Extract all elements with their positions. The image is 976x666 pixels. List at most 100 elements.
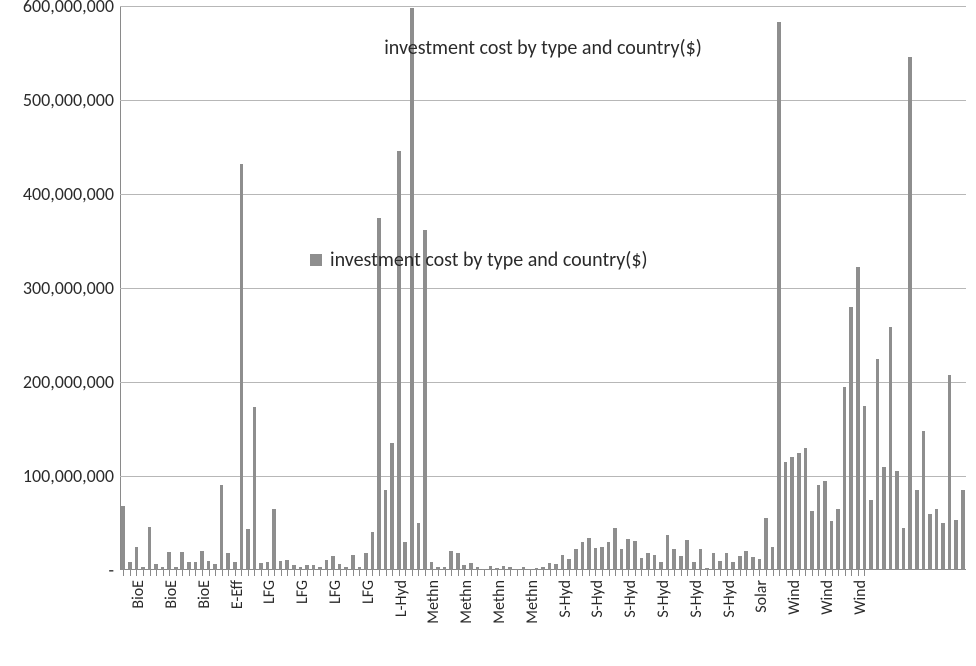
bar xyxy=(817,485,821,570)
x-tick-mark xyxy=(563,570,564,576)
bar xyxy=(830,521,834,570)
bar xyxy=(135,547,139,571)
bar xyxy=(620,549,624,570)
bar xyxy=(823,481,827,570)
bar xyxy=(279,561,283,570)
bar xyxy=(220,485,224,570)
bar xyxy=(187,562,191,570)
bar xyxy=(685,540,689,570)
x-tick-mark xyxy=(707,570,708,576)
bar xyxy=(561,555,565,570)
bar xyxy=(331,556,335,570)
bar xyxy=(889,327,893,570)
bar xyxy=(725,553,729,570)
bar xyxy=(417,523,421,570)
x-tick-mark xyxy=(517,570,518,576)
x-tick-mark xyxy=(825,570,826,576)
bar xyxy=(895,471,899,570)
bar xyxy=(692,562,696,570)
x-tick-mark xyxy=(340,570,341,576)
bar xyxy=(259,563,263,570)
x-tick-mark xyxy=(372,570,373,576)
x-axis: BioEBioEBioEE-EffLFGLFGLFGLFGL-HydMethnM… xyxy=(120,574,966,664)
y-tick-label: 100,000,000 xyxy=(23,465,114,487)
bar xyxy=(640,558,644,570)
bar xyxy=(876,359,880,571)
bar xyxy=(836,509,840,570)
x-tick-mark xyxy=(399,570,400,576)
x-tick-mark xyxy=(589,570,590,576)
bar xyxy=(272,509,276,570)
bar xyxy=(364,553,368,570)
bar xyxy=(456,553,460,570)
x-tick-mark xyxy=(182,570,183,576)
bar xyxy=(777,22,781,570)
x-tick-mark xyxy=(123,570,124,576)
x-tick-mark xyxy=(222,570,223,576)
x-tick-mark xyxy=(746,570,747,576)
x-tick-mark xyxy=(550,570,551,576)
x-tick-mark xyxy=(143,570,144,576)
bar xyxy=(672,549,676,570)
x-tick-mark xyxy=(458,570,459,576)
bar xyxy=(653,555,657,570)
bar xyxy=(666,535,670,570)
x-tick-mark xyxy=(838,570,839,576)
bar xyxy=(567,559,571,570)
x-tick-mark xyxy=(307,570,308,576)
bar xyxy=(771,547,775,571)
x-tick-mark xyxy=(700,570,701,576)
x-tick-mark xyxy=(261,570,262,576)
x-tick-mark xyxy=(412,570,413,576)
x-tick-mark xyxy=(189,570,190,576)
bar xyxy=(581,542,585,570)
bar xyxy=(613,528,617,570)
x-tick-mark xyxy=(727,570,728,576)
bar xyxy=(915,490,919,570)
bar xyxy=(167,552,171,570)
x-tick-mark xyxy=(169,570,170,576)
x-tick-mark xyxy=(379,570,380,576)
bar xyxy=(659,562,663,570)
bar xyxy=(207,561,211,570)
bar xyxy=(954,520,958,570)
x-tick-mark xyxy=(300,570,301,576)
bar xyxy=(744,551,748,570)
bar xyxy=(718,561,722,570)
x-tick-mark xyxy=(543,570,544,576)
x-tick-mark xyxy=(818,570,819,576)
x-tick-mark xyxy=(759,570,760,576)
bar xyxy=(804,448,808,570)
x-tick-mark xyxy=(654,570,655,576)
x-tick-mark xyxy=(687,570,688,576)
x-tick-mark xyxy=(720,570,721,576)
x-tick-mark xyxy=(792,570,793,576)
x-tick-mark xyxy=(359,570,360,576)
bar xyxy=(843,387,847,570)
bar xyxy=(226,553,230,570)
bar xyxy=(738,556,742,570)
x-tick-mark xyxy=(248,570,249,576)
bar xyxy=(626,539,630,570)
y-tick-label: 200,000,000 xyxy=(23,371,114,393)
x-tick-mark xyxy=(274,570,275,576)
bar xyxy=(121,506,125,570)
x-tick-mark xyxy=(845,570,846,576)
bar xyxy=(246,529,250,570)
bar xyxy=(384,490,388,570)
bar xyxy=(902,528,906,570)
bar xyxy=(200,551,204,570)
bar xyxy=(699,549,703,570)
x-tick-mark xyxy=(497,570,498,576)
x-tick-mark xyxy=(668,570,669,576)
x-tick-mark xyxy=(740,570,741,576)
bar xyxy=(784,462,788,570)
x-tick-mark xyxy=(714,570,715,576)
x-tick-mark xyxy=(635,570,636,576)
bar xyxy=(240,164,244,570)
x-tick-mark xyxy=(130,570,131,576)
bar xyxy=(849,307,853,570)
x-tick-mark xyxy=(799,570,800,576)
x-tick-mark xyxy=(779,570,780,576)
bar xyxy=(594,548,598,570)
